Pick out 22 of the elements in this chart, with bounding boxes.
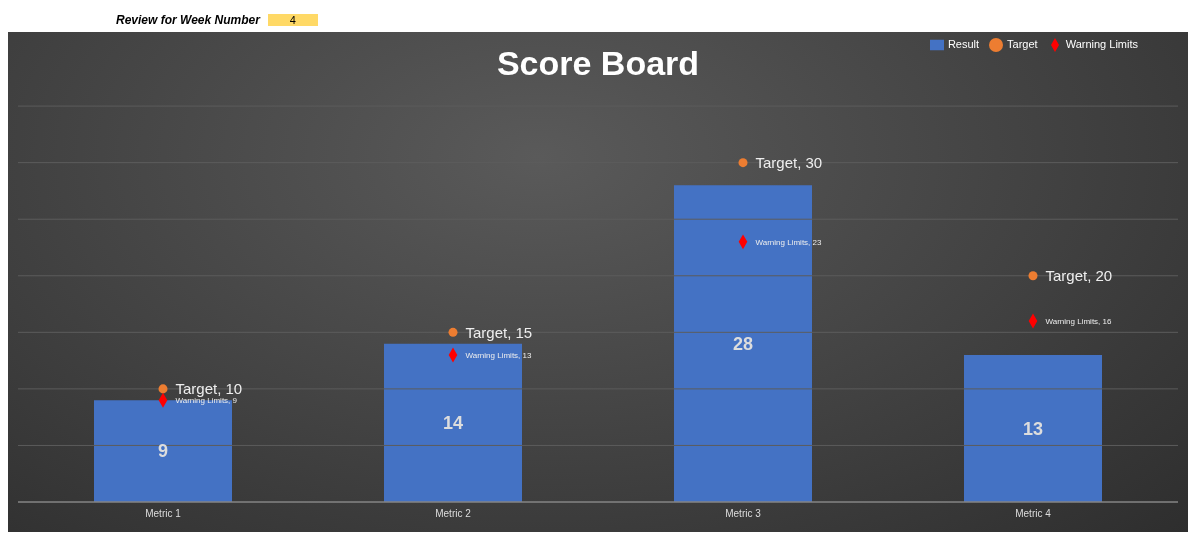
data-label: 14 bbox=[442, 413, 464, 434]
data-label: Target, 30 bbox=[755, 153, 823, 171]
legend-label: Warning Limits bbox=[1065, 38, 1138, 50]
text: 4 bbox=[267, 14, 318, 26]
data-label: Warning Limits, 13 bbox=[465, 350, 533, 360]
data-label: Target, 20 bbox=[1045, 267, 1113, 285]
data-label: 28 bbox=[732, 334, 754, 355]
text: Review for Week Number bbox=[116, 13, 260, 27]
data-label: 9 bbox=[157, 441, 169, 462]
data-label: Warning Limits, 23 bbox=[755, 237, 823, 247]
data-label: Warning Limits, 9 bbox=[175, 396, 238, 406]
x-tick-label: Metric 1 bbox=[145, 508, 182, 520]
legend-label: Result bbox=[947, 38, 980, 50]
chart-title: Score Board bbox=[496, 44, 700, 82]
data-label: 13 bbox=[1022, 418, 1044, 439]
x-tick-label: Metric 2 bbox=[435, 508, 472, 520]
data-label: Target, 15 bbox=[465, 323, 533, 341]
x-tick-label: Metric 4 bbox=[1015, 508, 1052, 520]
data-label: Warning Limits, 16 bbox=[1045, 316, 1113, 326]
x-tick-label: Metric 3 bbox=[725, 508, 762, 520]
data-label: Target, 10 bbox=[175, 380, 243, 398]
legend-label: Target bbox=[1007, 38, 1038, 50]
